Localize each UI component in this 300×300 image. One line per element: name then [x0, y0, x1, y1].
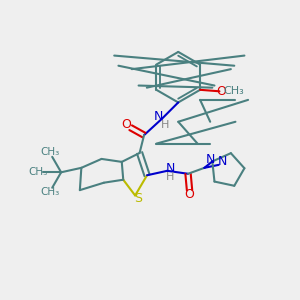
Text: CH₃: CH₃ — [223, 86, 244, 96]
Text: O: O — [184, 188, 194, 201]
Text: CH₃: CH₃ — [40, 147, 59, 157]
Text: N: N — [218, 155, 227, 168]
Text: H: H — [166, 172, 174, 182]
Text: O: O — [216, 85, 226, 98]
Text: H: H — [161, 120, 169, 130]
Text: O: O — [121, 118, 131, 130]
Text: N: N — [166, 162, 175, 175]
Text: CH₃: CH₃ — [28, 167, 48, 177]
Text: CH₃: CH₃ — [40, 188, 59, 197]
Text: S: S — [134, 192, 142, 205]
Text: N: N — [154, 110, 164, 123]
Text: N: N — [206, 152, 215, 166]
